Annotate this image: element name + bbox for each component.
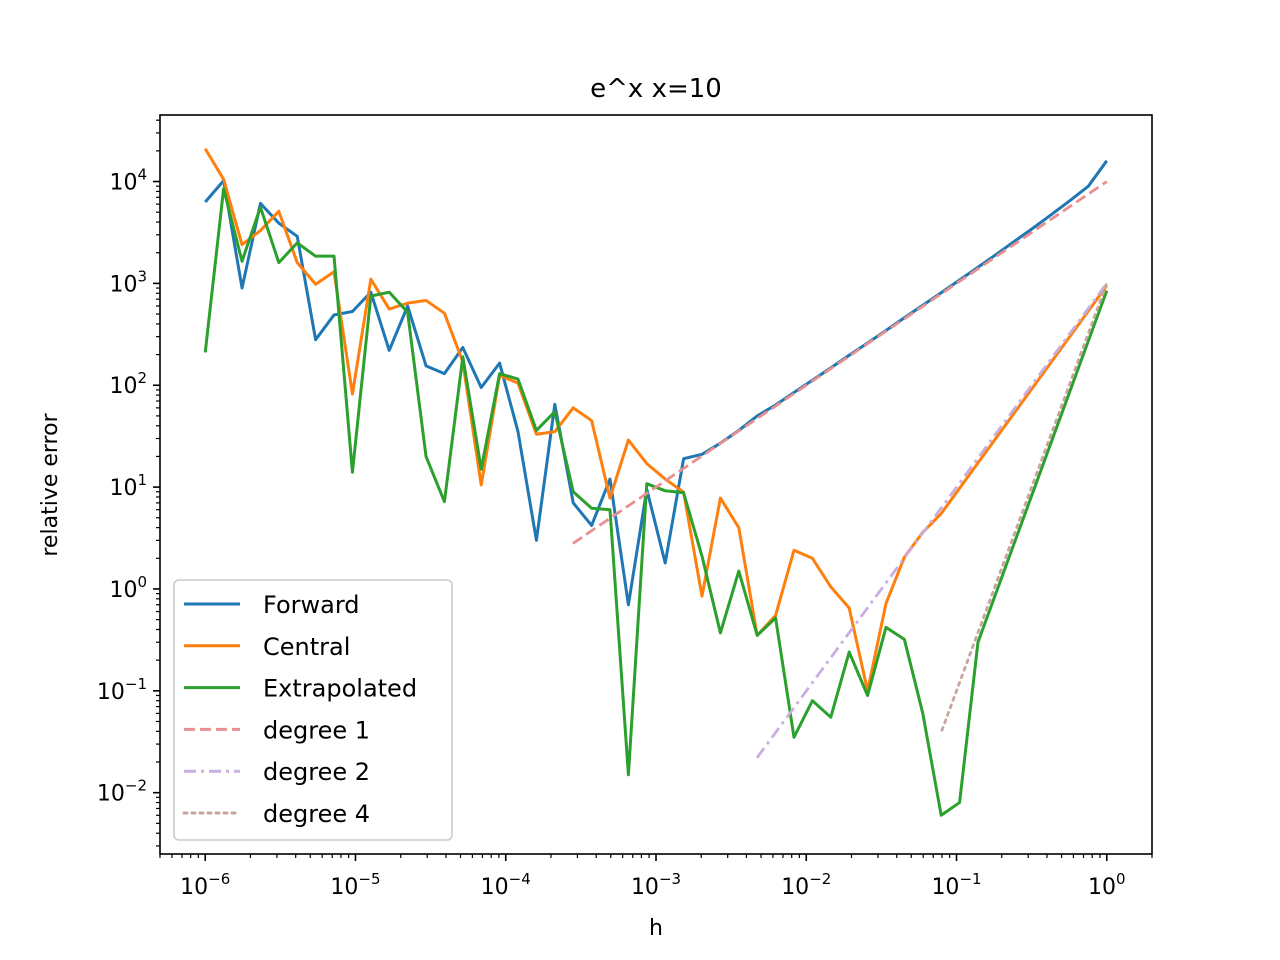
x-tick-label: 10−5 — [330, 870, 380, 900]
x-tick-label: 100 — [1088, 870, 1126, 900]
x-tick-label: 10−2 — [781, 870, 831, 900]
x-tick-label: 10−4 — [481, 870, 531, 900]
x-axis-label: h — [649, 916, 663, 941]
legend-label: Forward — [263, 591, 360, 619]
y-tick-label: 10−2 — [97, 777, 147, 807]
legend-box — [173, 579, 453, 841]
y-axis-label: relative error — [38, 412, 63, 556]
series-line-extrapolated — [203, 187, 1109, 817]
x-tick-label: 10−6 — [180, 870, 230, 900]
y-tick-label: 100 — [109, 573, 147, 603]
legend-item: degree 2 — [184, 758, 370, 786]
series-line-degree-4 — [940, 281, 1109, 732]
chart-title: e^x x=10 — [590, 74, 722, 104]
legend-item: degree 4 — [182, 800, 370, 828]
y-axis: 10−2 10−1 100 101 102 103 104 — [97, 119, 160, 847]
y-tick-label: 101 — [109, 471, 147, 501]
series-line-central — [203, 147, 1108, 693]
legend-label: Central — [263, 633, 350, 661]
legend-item: Extrapolated — [184, 675, 417, 703]
legend-label: degree 1 — [263, 716, 370, 744]
series-layer — [203, 147, 1109, 817]
legend-item: degree 1 — [184, 716, 370, 744]
legend: Forward Central Extrapolated degree 1 degree… — [173, 579, 453, 841]
x-axis: 10−6 10−5 10−4 10−3 10−2 10−1 100 — [159, 854, 1153, 900]
series-line-degree-2 — [755, 282, 1108, 759]
y-tick-label: 102 — [109, 369, 147, 399]
x-tick-label: 10−3 — [631, 870, 681, 900]
legend-label: degree 4 — [263, 800, 370, 828]
series-line-degree-1 — [572, 180, 1108, 545]
legend-item: Forward — [184, 591, 360, 619]
x-tick-label: 10−1 — [931, 870, 981, 900]
y-tick-label: 10−1 — [97, 675, 147, 705]
legend-label: Extrapolated — [263, 675, 417, 703]
legend-label: degree 2 — [263, 758, 370, 786]
y-tick-label: 104 — [109, 166, 147, 196]
legend-item: Central — [184, 633, 350, 661]
y-tick-label: 103 — [109, 267, 147, 297]
